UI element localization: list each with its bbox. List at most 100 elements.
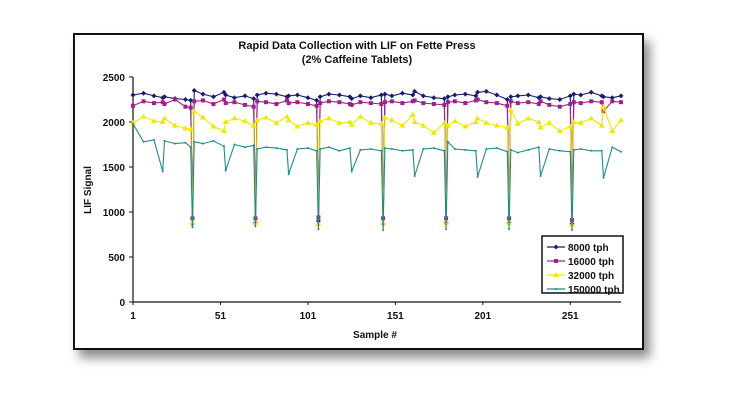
data-point <box>254 225 257 228</box>
data-point <box>546 119 553 125</box>
data-point <box>295 100 300 105</box>
data-point <box>336 92 342 98</box>
data-point <box>369 148 372 150</box>
data-point <box>600 149 603 152</box>
legend-label: 16000 tph <box>568 257 614 268</box>
data-point <box>462 123 469 129</box>
data-point <box>296 148 299 150</box>
data-point <box>151 101 156 106</box>
y-tick-label: 2500 <box>103 73 126 84</box>
data-point <box>504 97 510 102</box>
series-150000-tph <box>132 122 622 231</box>
data-point <box>305 102 310 106</box>
series-line <box>132 98 622 221</box>
data-point <box>359 148 362 151</box>
data-point <box>275 147 278 150</box>
data-point <box>516 151 519 154</box>
data-point <box>338 149 341 152</box>
data-point <box>189 146 192 149</box>
data-point <box>284 98 289 103</box>
data-point <box>252 144 255 147</box>
data-point <box>242 102 247 107</box>
data-point <box>192 99 197 104</box>
data-point <box>130 119 136 125</box>
data-point <box>337 100 342 105</box>
data-point <box>382 91 388 97</box>
data-point <box>474 115 481 121</box>
data-point <box>367 119 374 125</box>
data-point <box>193 140 196 143</box>
data-point <box>401 149 404 152</box>
data-point <box>222 145 225 148</box>
data-point <box>150 118 157 124</box>
data-point <box>508 99 513 104</box>
data-point <box>431 102 436 106</box>
data-point <box>231 95 237 101</box>
legend-label: 32000 tph <box>568 271 614 282</box>
data-point <box>142 140 145 143</box>
data-point <box>130 92 136 98</box>
data-point <box>210 123 217 129</box>
data-point <box>212 139 215 142</box>
data-point <box>618 117 624 123</box>
data-point <box>409 111 416 117</box>
data-point <box>211 102 216 106</box>
data-point <box>474 149 477 152</box>
data-point <box>442 102 447 107</box>
x-tick-label: 51 <box>215 311 227 322</box>
data-point <box>556 128 563 133</box>
data-point <box>494 101 499 106</box>
chart-title: Rapid Data Collection with LIF on Fette … <box>238 40 475 52</box>
data-point <box>453 148 456 150</box>
data-point <box>422 148 425 150</box>
data-point <box>319 148 322 150</box>
data-point <box>445 228 448 231</box>
data-point <box>357 113 364 119</box>
data-point <box>390 148 393 150</box>
y-tick-label: 2000 <box>103 118 126 129</box>
data-point <box>263 100 268 105</box>
data-point <box>274 102 279 106</box>
data-point <box>183 104 188 109</box>
data-point <box>223 101 228 106</box>
series-8000-tph <box>130 88 624 227</box>
data-point <box>200 98 205 103</box>
data-point <box>485 148 488 150</box>
data-point <box>388 117 395 123</box>
data-point <box>505 103 510 108</box>
data-point <box>233 143 236 146</box>
data-point <box>368 95 374 101</box>
series-16000-tph <box>131 97 623 223</box>
data-point <box>514 120 521 126</box>
data-point <box>350 170 353 173</box>
data-point <box>472 119 479 124</box>
data-point <box>358 100 363 105</box>
data-point <box>187 126 194 132</box>
data-point <box>263 90 269 96</box>
data-point <box>314 103 319 108</box>
data-point <box>188 105 193 110</box>
data-point <box>273 91 279 97</box>
y-axis-label: LIF Signal <box>83 166 94 214</box>
legend-marker <box>554 259 558 263</box>
data-point <box>473 93 479 99</box>
data-point <box>285 117 292 123</box>
data-point <box>546 96 552 102</box>
data-point <box>314 97 320 103</box>
x-tick-label: 101 <box>300 311 317 322</box>
data-point <box>254 117 261 123</box>
data-point <box>313 121 320 127</box>
data-point <box>231 115 238 121</box>
data-point <box>317 94 323 100</box>
data-point <box>191 108 198 114</box>
data-point <box>547 102 552 107</box>
data-point <box>579 148 582 150</box>
data-point <box>539 175 542 177</box>
data-point <box>163 139 166 142</box>
data-point <box>495 147 498 150</box>
y-tick-label: 1000 <box>103 208 126 219</box>
data-point <box>484 100 489 105</box>
data-point <box>162 102 167 106</box>
data-point <box>184 141 187 144</box>
data-point <box>588 115 595 121</box>
